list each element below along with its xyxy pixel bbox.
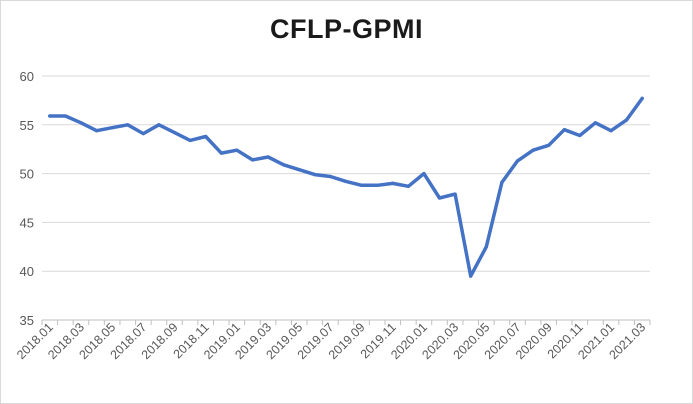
data-point	[126, 123, 130, 127]
data-point	[437, 196, 442, 200]
data-point	[625, 118, 629, 122]
data-point	[391, 181, 395, 185]
gridlines	[42, 75, 650, 272]
data-point	[297, 168, 301, 172]
data-point	[578, 133, 582, 138]
data-point	[204, 134, 208, 139]
data-point	[172, 131, 177, 135]
data-point	[640, 96, 644, 100]
chart-title: CFLP-GPMI	[270, 14, 423, 44]
data-point	[157, 123, 161, 127]
data-point	[110, 126, 114, 130]
data-point	[515, 159, 520, 163]
y-tick-label: 35	[20, 313, 34, 328]
data-point	[547, 143, 551, 147]
data-point	[95, 129, 99, 133]
data-point	[63, 114, 67, 118]
data-point	[609, 129, 613, 133]
y-tick-label: 60	[20, 69, 34, 84]
data-point	[344, 179, 348, 183]
data-point	[593, 121, 598, 125]
data-point	[500, 180, 504, 184]
data-point	[453, 192, 457, 196]
data-point	[484, 245, 488, 249]
y-tick-label: 45	[20, 215, 34, 230]
y-tick-label: 40	[20, 264, 34, 279]
data-point	[188, 138, 192, 142]
y-tick-label: 50	[20, 167, 34, 182]
data-point	[48, 114, 52, 118]
data-point	[313, 173, 317, 177]
data-point	[219, 151, 223, 155]
y-tick-label: 55	[20, 118, 34, 133]
data-point	[79, 121, 83, 125]
data-point	[375, 183, 379, 187]
data-point	[282, 163, 286, 167]
data-point	[141, 132, 145, 136]
data-point	[406, 184, 410, 188]
data-point	[266, 155, 270, 159]
series-layer	[48, 96, 644, 278]
data-point	[235, 148, 239, 152]
data-point	[531, 148, 535, 152]
data-point	[360, 183, 364, 187]
data-point	[562, 128, 566, 132]
y-axis-ticks: 35 40 45 50 55 60	[20, 69, 34, 328]
data-point	[250, 158, 255, 162]
x-axis	[41, 319, 651, 325]
data-point	[469, 274, 473, 278]
data-point	[328, 174, 332, 179]
x-axis-ticks: 2018.012018.032018.052018.072018.092018.…	[14, 320, 648, 362]
data-point	[422, 172, 426, 176]
